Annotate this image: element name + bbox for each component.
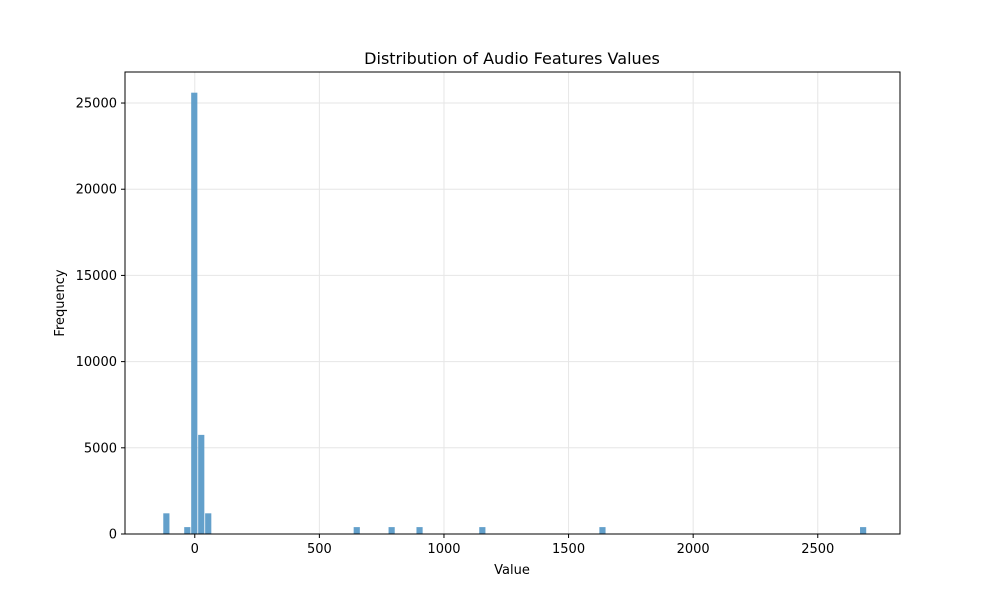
x-tick-label: 1500	[552, 542, 585, 557]
histogram-bar	[198, 434, 205, 534]
histogram-bar	[184, 527, 191, 534]
y-axis-label: Frequency	[53, 269, 68, 336]
x-tick-label: 500	[307, 542, 332, 557]
y-tick-label: 0	[109, 528, 117, 543]
grid	[125, 72, 900, 535]
x-tick-label: 0	[191, 542, 199, 557]
y-tick-label: 10000	[76, 355, 117, 370]
x-tick-label: 1000	[427, 542, 460, 557]
chart-title: Distribution of Audio Features Values	[364, 49, 660, 68]
x-tick-label: 2500	[801, 542, 834, 557]
histogram-bar	[416, 527, 423, 534]
x-axis-label: Value	[494, 563, 530, 578]
y-tick-label: 15000	[76, 269, 117, 284]
y-tick-label: 20000	[76, 183, 117, 198]
x-axis-ticks: 0 500 1000 1500 2000 2500	[191, 534, 834, 557]
y-tick-label: 5000	[84, 441, 117, 456]
bars	[163, 92, 867, 534]
y-tick-label: 25000	[76, 97, 117, 112]
histogram-bar	[205, 513, 212, 534]
histogram-bar	[479, 527, 486, 534]
histogram-bar	[353, 527, 360, 534]
histogram-bar	[163, 513, 170, 534]
histogram-bar	[860, 527, 867, 534]
y-axis-ticks: 0 5000 10000 15000 20000 25000	[76, 97, 125, 543]
x-tick-label: 2000	[677, 542, 710, 557]
histogram-bar	[388, 527, 395, 534]
histogram-bar	[191, 92, 198, 534]
histogram-bar	[599, 527, 606, 534]
plot-frame	[124, 71, 901, 535]
